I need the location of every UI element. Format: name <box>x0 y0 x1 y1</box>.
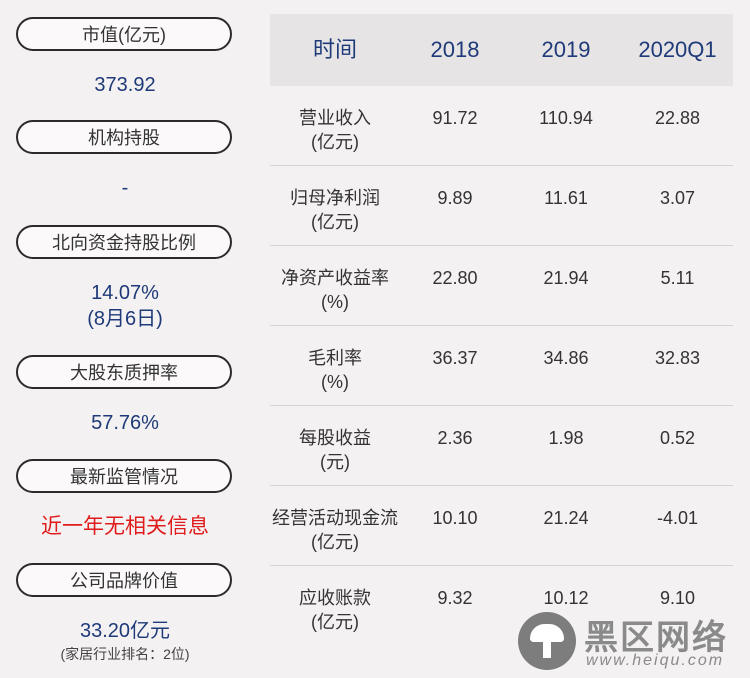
mushroom-logo-icon <box>518 612 576 670</box>
northbound-holding-value: 14.07% (8月6日) <box>0 280 250 332</box>
institution-holding-value: - <box>121 177 129 199</box>
row-name: 经营活动现金流 <box>272 508 398 528</box>
brand-value-rank: (家居行业排名：2位) <box>60 646 190 662</box>
table-row: 毛利率 (%) 36.37 34.86 32.83 <box>270 326 733 406</box>
watermark-url: www.heiqu.com <box>586 652 725 669</box>
cell-2020q1: 0.52 <box>659 428 696 448</box>
pledge-ratio-value: 57.76% <box>91 412 159 434</box>
cell-2018: 22.80 <box>432 268 478 288</box>
northbound-holding-label: 北向资金持股比例 <box>16 225 232 259</box>
row-name: 毛利率 <box>308 348 362 368</box>
table-row: 经营活动现金流 (亿元) 10.10 21.24 -4.01 <box>270 486 733 566</box>
cell-2019: 21.94 <box>543 268 589 288</box>
row-unit: (亿元) <box>311 612 359 632</box>
cell-2019: 1.98 <box>548 428 584 448</box>
cell-2019: 110.94 <box>539 108 593 128</box>
row-unit: (%) <box>321 292 349 312</box>
watermark-brand: 黑区网络 <box>584 619 728 657</box>
financial-table: 时间 2018 2019 2020Q1 营业收入 (亿元) 91.72 110.9… <box>270 14 733 646</box>
cell-2018: 91.72 <box>432 108 478 128</box>
row-unit: (%) <box>321 372 349 392</box>
row-name: 每股收益 <box>299 428 371 448</box>
market-cap-label: 市值(亿元) <box>16 17 232 51</box>
cell-2020q1: -4.01 <box>656 508 699 528</box>
brand-value-amount: 33.20亿元 <box>79 620 171 642</box>
northbound-holding-percent: 14.07% <box>91 282 159 304</box>
cell-2018: 10.10 <box>432 508 478 528</box>
cell-2019: 10.12 <box>543 588 589 608</box>
table-row: 营业收入 (亿元) 91.72 110.94 22.88 <box>270 86 733 166</box>
row-unit: (元) <box>320 452 350 472</box>
northbound-holding-date: (8月6日) <box>87 308 163 330</box>
regulatory-status-label: 最新监管情况 <box>16 459 232 493</box>
brand-value-label: 公司品牌价值 <box>16 563 232 597</box>
row-name: 营业收入 <box>299 108 371 128</box>
table-row: 每股收益 (元) 2.36 1.98 0.52 <box>270 406 733 486</box>
table-row: 净资产收益率 (%) 22.80 21.94 5.11 <box>270 246 733 326</box>
row-name: 归母净利润 <box>290 188 380 208</box>
row-unit: (亿元) <box>311 132 359 152</box>
header-2019: 2019 <box>541 37 591 62</box>
cell-2020q1: 9.10 <box>659 588 696 608</box>
cell-2020q1: 3.07 <box>659 188 696 208</box>
watermark: 黑区网络 www.heiqu.com <box>518 608 748 674</box>
cell-2018: 36.37 <box>432 348 478 368</box>
table-row: 归母净利润 (亿元) 9.89 11.61 3.07 <box>270 166 733 246</box>
cell-2018: 2.36 <box>437 428 473 448</box>
cell-2020q1: 22.88 <box>654 108 701 128</box>
table-row: 应收账款 (亿元) 9.32 10.12 9.10 <box>270 566 733 646</box>
pledge-ratio-label: 大股东质押率 <box>16 355 232 389</box>
market-cap-value: 373.92 <box>94 74 156 96</box>
row-unit: (亿元) <box>311 212 359 232</box>
row-name: 净资产收益率 <box>281 268 389 288</box>
header-2018: 2018 <box>430 37 480 62</box>
cell-2019: 34.86 <box>543 348 589 368</box>
cell-2020q1: 32.83 <box>654 348 701 368</box>
institution-holding-label: 机构持股 <box>16 120 232 154</box>
cell-2019: 21.24 <box>543 508 589 528</box>
cell-2020q1: 5.11 <box>660 268 695 288</box>
table-header: 时间 2018 2019 2020Q1 <box>270 14 733 86</box>
header-period: 时间 <box>312 37 357 62</box>
cell-2018: 9.32 <box>437 588 473 608</box>
cell-2019: 11.61 <box>544 188 588 208</box>
cell-2018: 9.89 <box>437 188 473 208</box>
regulatory-status-value: 近一年无相关信息 <box>41 515 209 538</box>
header-2020q1: 2020Q1 <box>638 37 717 62</box>
left-panel: 市值(亿元) 373.92 机构持股 - 北向资金持股比例 14.07% (8月… <box>0 0 250 678</box>
row-name: 应收账款 <box>299 588 371 608</box>
row-unit: (亿元) <box>311 532 359 552</box>
brand-value: 33.20亿元 (家居行业排名：2位) <box>0 618 250 664</box>
